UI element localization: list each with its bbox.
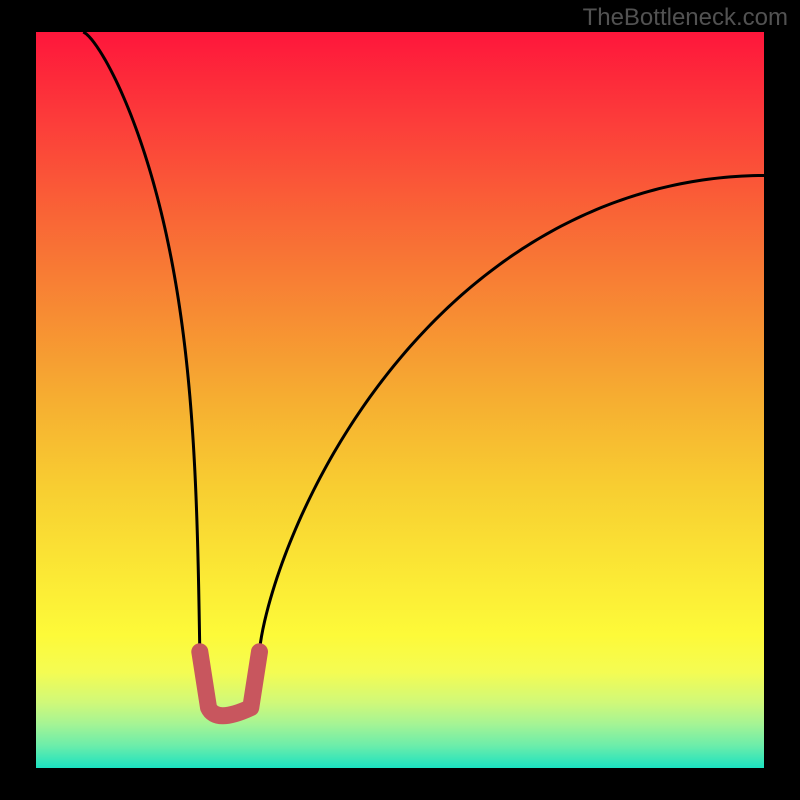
plot-background bbox=[36, 32, 764, 768]
watermark-label: TheBottleneck.com bbox=[583, 4, 788, 32]
bottleneck-chart bbox=[0, 0, 800, 800]
chart-stage: TheBottleneck.com bbox=[0, 0, 800, 800]
